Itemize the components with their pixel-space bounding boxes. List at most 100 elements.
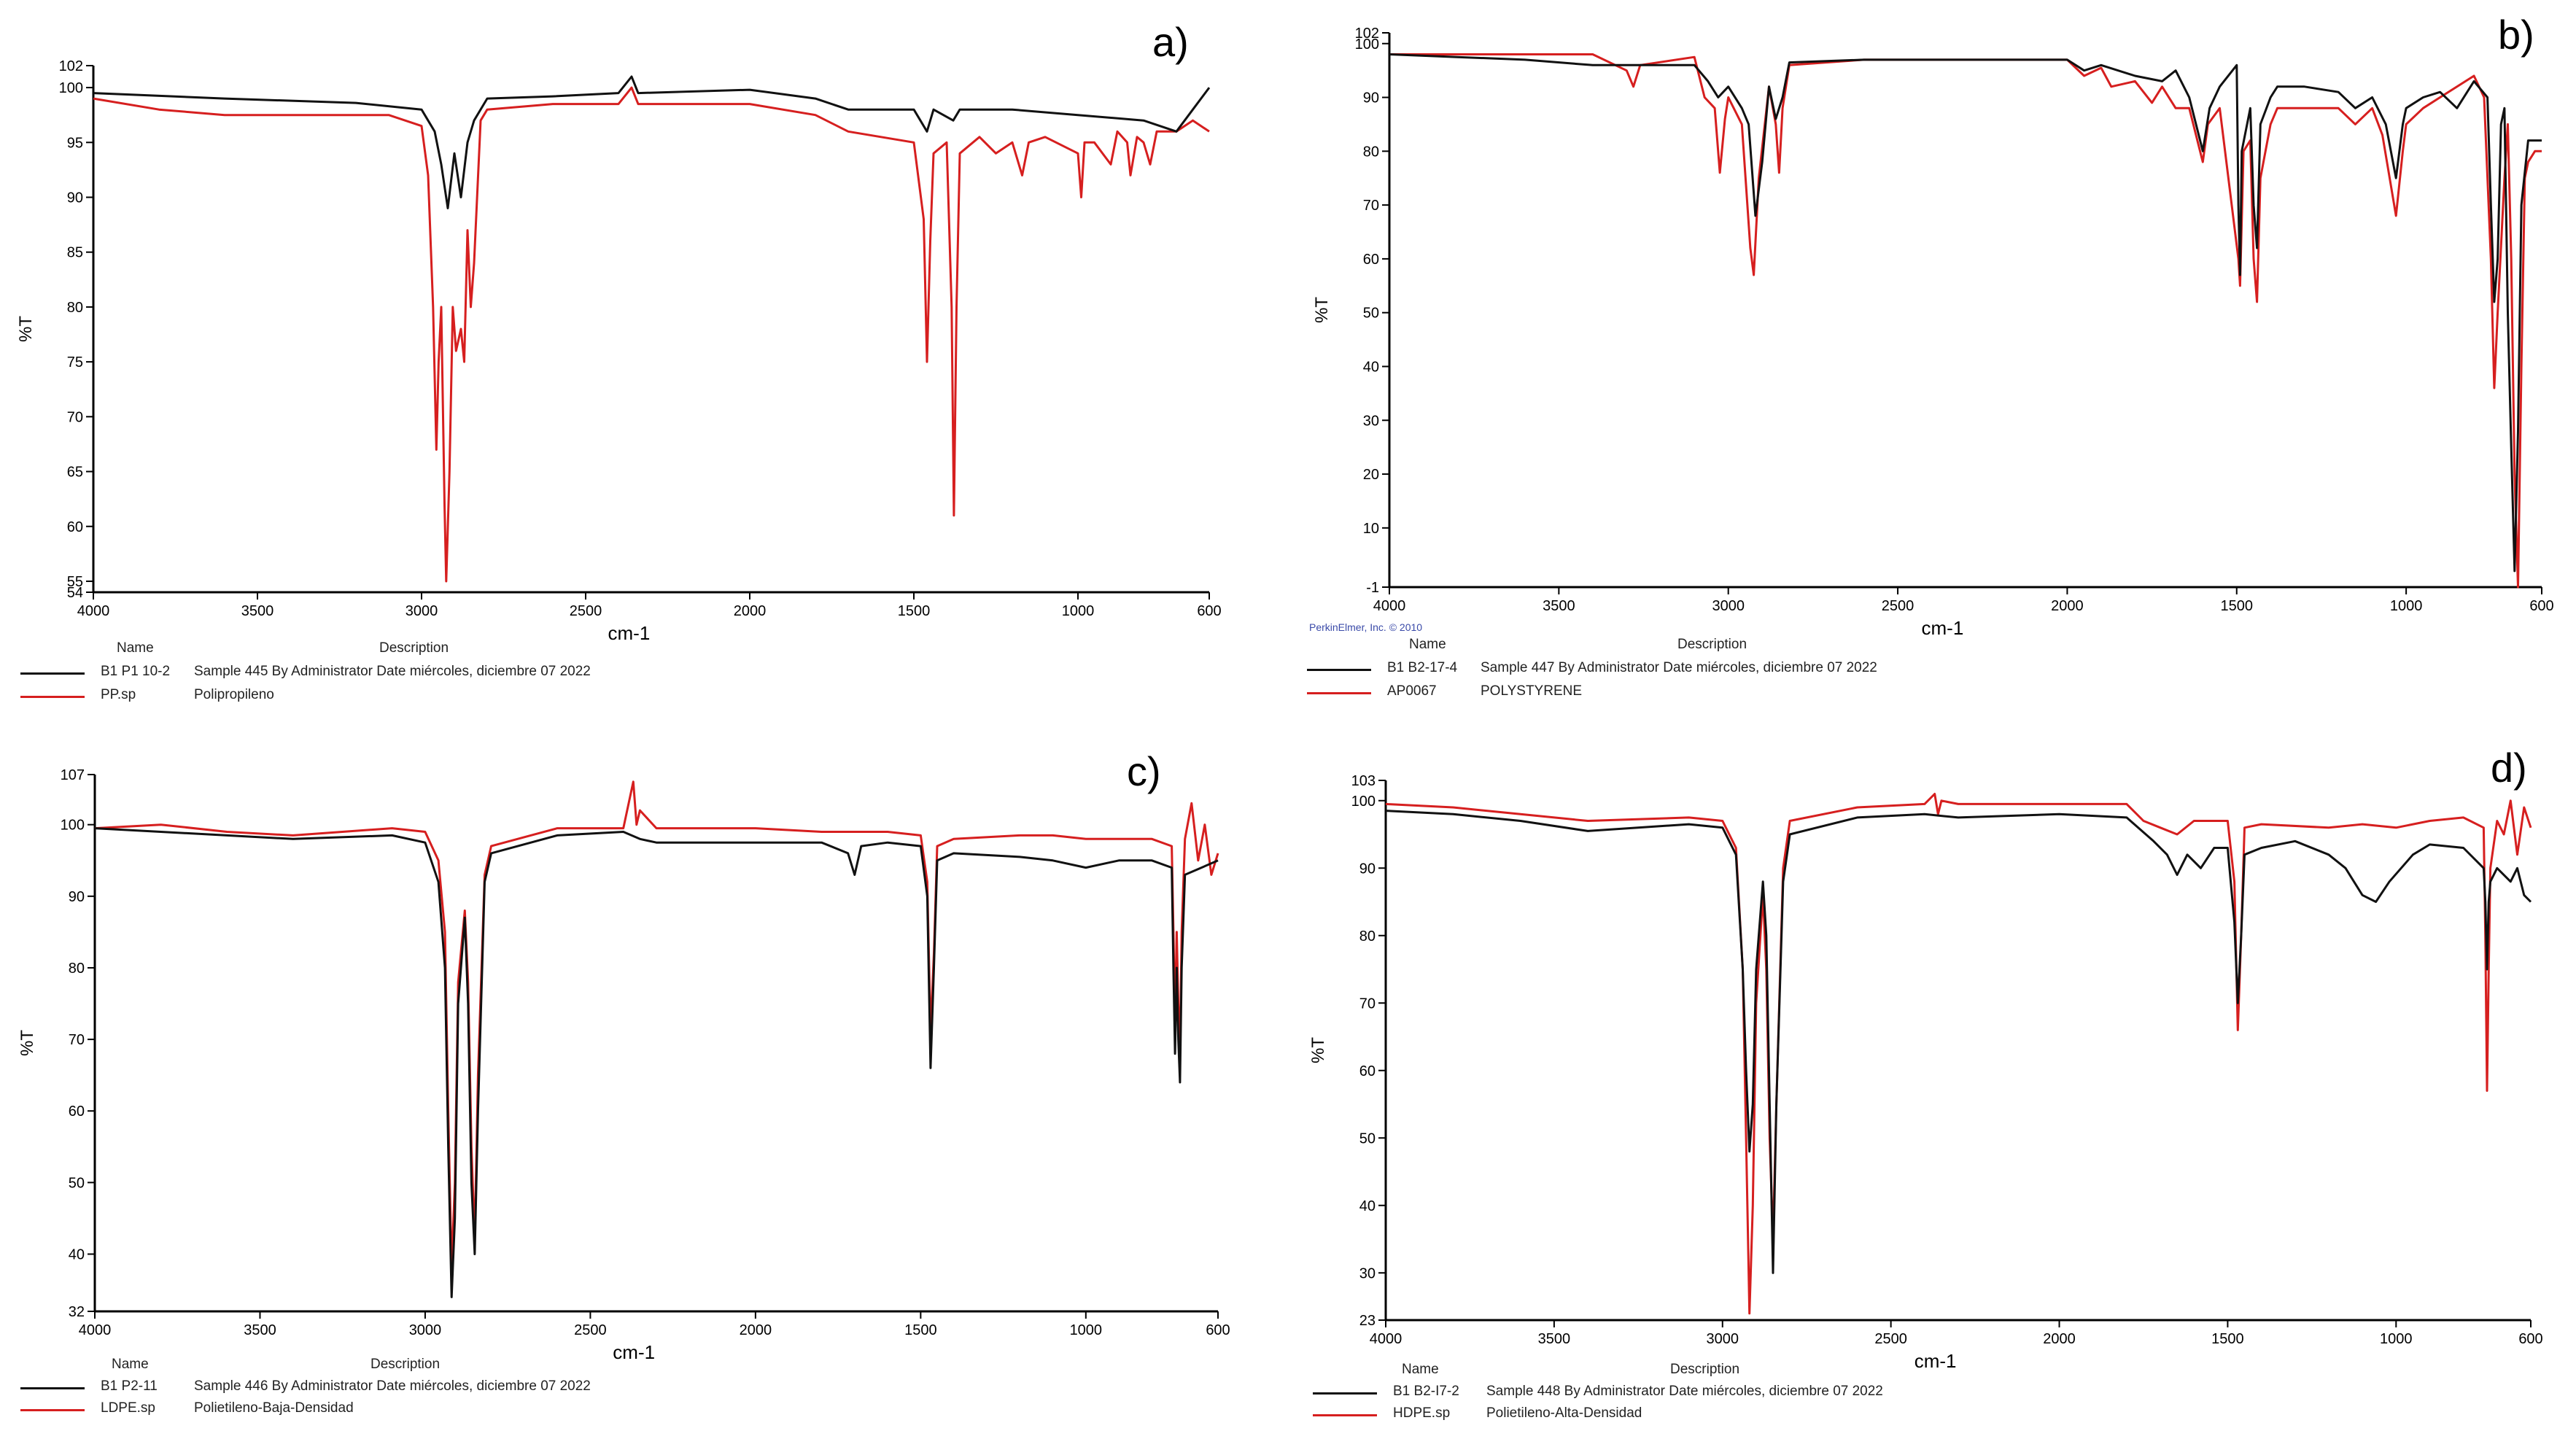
legend-desc-sample: Sample 446 By Administrator Date miércol…: [194, 1378, 591, 1394]
x-tick-label: 3500: [241, 603, 274, 619]
legend-header-description: Description: [379, 640, 449, 656]
x-tick-label: 1000: [1070, 1322, 1103, 1338]
series-line-sample: [94, 827, 1219, 1298]
x-tick-label: 2500: [570, 603, 602, 619]
series-line-reference: [1385, 793, 2532, 1315]
series-line-reference: [94, 780, 1219, 1270]
legend-header-name: Name: [117, 640, 154, 656]
legend-swatch-sample: [20, 1387, 85, 1389]
y-tick-label: 80: [1363, 144, 1379, 160]
panel-letter-b: b): [2498, 12, 2534, 58]
legend-name-sample: B1 B2-I7-2: [1393, 1384, 1459, 1399]
x-tick-label: 4000: [1370, 1331, 1403, 1347]
legend-c: Name Description B1 P2-11 Sample 446 By …: [20, 1357, 896, 1430]
y-tick-label: 30: [1363, 413, 1379, 429]
series-line-reference: [1389, 53, 2542, 589]
y-tick-label: 60: [1359, 1063, 1376, 1079]
y-tick-label: 50: [1359, 1130, 1376, 1147]
y-tick-label: 23: [1359, 1313, 1376, 1329]
y-tick-label: 80: [69, 961, 85, 977]
legend-desc-sample: Sample 445 By Administrator Date miércol…: [194, 664, 591, 679]
legend-desc-reference: Polietileno-Baja-Densidad: [194, 1400, 354, 1416]
y-tick-label: 60: [67, 519, 83, 535]
panel-letter-d: d): [2491, 745, 2527, 791]
legend-name-sample: B1 P1 10-2: [101, 664, 171, 679]
y-tick-label: 102: [1355, 26, 1379, 42]
legend-desc-reference: Polipropileno: [194, 687, 274, 702]
legend-name-reference: PP.sp: [101, 687, 136, 702]
x-tick-label: 600: [1197, 603, 1221, 619]
y-tick-label: 60: [1363, 252, 1379, 268]
x-tick-label: 2500: [1882, 598, 1914, 614]
x-tick-label: 1500: [904, 1322, 937, 1338]
x-tick-label: 3000: [1707, 1331, 1739, 1347]
y-tick-label: -1: [1366, 580, 1379, 596]
y-tick-label: 54: [67, 585, 83, 601]
y-tick-label: 20: [1363, 467, 1379, 483]
legend-name-reference: AP0067: [1387, 683, 1437, 699]
y-tick-label: 75: [67, 354, 83, 371]
y-tick-label: 40: [1359, 1198, 1376, 1214]
y-tick-label: 90: [67, 190, 83, 206]
y-tick-label: 80: [1359, 928, 1376, 945]
legend-swatch-reference: [20, 1409, 85, 1411]
x-tick-label: 1000: [2380, 1331, 2413, 1347]
y-tick-label: 100: [1355, 36, 1379, 53]
legend-header-description: Description: [1677, 637, 1747, 652]
y-tick-label: 10: [1363, 521, 1379, 537]
legend-swatch-sample: [1307, 669, 1371, 671]
panel-letter-c: c): [1127, 748, 1161, 794]
y-tick-label: 32: [69, 1304, 85, 1320]
x-axis-label: cm-1: [608, 622, 651, 644]
y-tick-label: 70: [1363, 198, 1379, 214]
legend-swatch-reference: [1313, 1414, 1377, 1416]
legend-desc-reference: Polietileno-Alta-Densidad: [1486, 1405, 1642, 1421]
x-tick-label: 2000: [740, 1322, 772, 1338]
x-tick-label: 1000: [1062, 603, 1095, 619]
x-axis-label: cm-1: [1914, 1350, 1957, 1372]
x-tick-label: 3000: [1712, 598, 1745, 614]
legend-desc-sample: Sample 448 By Administrator Date miércol…: [1486, 1384, 1883, 1399]
legend-header-description: Description: [371, 1357, 441, 1372]
legend-swatch-reference: [1307, 692, 1371, 694]
y-axis-label: %T: [1312, 297, 1332, 323]
y-tick-label: 90: [1363, 90, 1379, 106]
copyright-text: PerkinElmer, Inc. © 2010: [1309, 621, 1423, 633]
legend-header-name: Name: [112, 1357, 149, 1372]
legend-header-description: Description: [1670, 1362, 1740, 1377]
y-tick-label: 40: [1363, 359, 1379, 375]
x-tick-label: 600: [1206, 1322, 1230, 1338]
x-tick-label: 2000: [2043, 1331, 2076, 1347]
legend-name-sample: B1 B2-17-4: [1387, 660, 1458, 675]
x-tick-label: 3000: [409, 1322, 442, 1338]
series-line-sample: [1389, 53, 2542, 573]
legend-d: Name Description B1 B2-I7-2 Sample 448 B…: [1313, 1362, 2188, 1435]
y-tick-label: 85: [67, 245, 83, 261]
y-tick-label: 103: [1351, 773, 1376, 789]
x-tick-label: 3500: [244, 1322, 276, 1338]
y-tick-label: 65: [67, 465, 83, 481]
x-tick-label: 3500: [1543, 598, 1575, 614]
x-tick-label: 1500: [2221, 598, 2254, 614]
x-tick-label: 2000: [2051, 598, 2084, 614]
y-tick-label: 107: [61, 767, 85, 783]
legend-b: Name Description B1 B2-17-4 Sample 447 B…: [1307, 637, 2182, 710]
x-tick-label: 600: [2529, 598, 2553, 614]
legend-header-name: Name: [1409, 637, 1446, 652]
y-tick-label: 60: [69, 1104, 85, 1120]
y-tick-label: 70: [69, 1032, 85, 1048]
y-tick-label: 102: [59, 58, 83, 74]
series-line-sample: [1385, 810, 2532, 1274]
x-tick-label: 4000: [79, 1322, 112, 1338]
legend-swatch-sample: [20, 672, 85, 675]
panel-letter-a: a): [1152, 19, 1189, 65]
x-axis-label: cm-1: [1922, 617, 1964, 639]
y-tick-label: 100: [1351, 794, 1376, 810]
chart-svg-d: 23 30 40 50 60 70 80 90 100 103 4000 3500 3000 2500 20…: [1308, 773, 2543, 1372]
y-tick-label: 100: [59, 80, 83, 96]
chart-panel-d: 23 30 40 50 60 70 80 90 100 103 4000 3500 3000 2500 20…: [1284, 722, 2576, 1439]
y-axis-label: %T: [1308, 1037, 1328, 1063]
chart-panel-c: 32 40 50 60 70 80 90 100 107 4000 3500 3000 2500 2000…: [0, 722, 1269, 1439]
y-tick-label: 50: [1363, 306, 1379, 322]
